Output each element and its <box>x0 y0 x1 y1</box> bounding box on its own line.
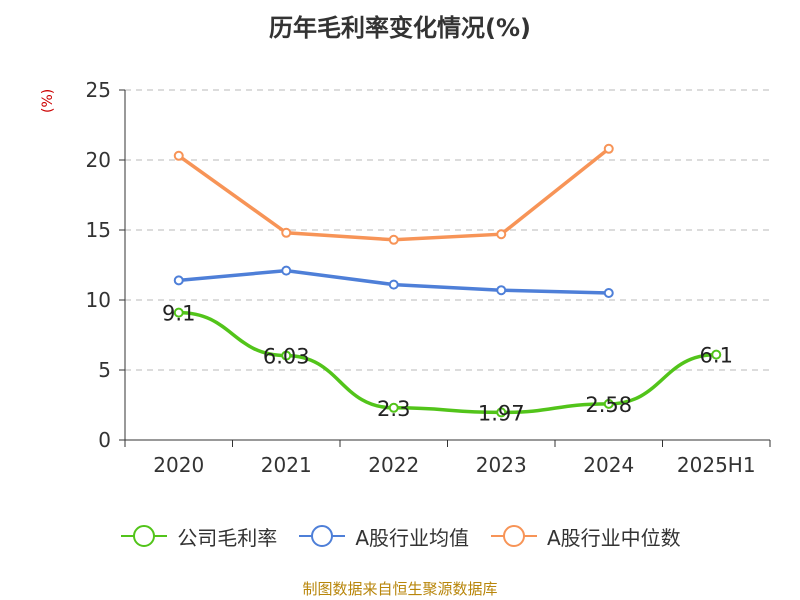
data-point <box>173 150 184 161</box>
legend-label: A股行业中位数 <box>547 525 681 550</box>
y-tick-label: 25 <box>86 78 111 102</box>
y-tick-label: 10 <box>86 288 111 312</box>
y-tick-label: 15 <box>86 218 111 242</box>
data-point <box>388 279 399 290</box>
data-point <box>496 407 507 418</box>
data-label: 6.1 <box>700 344 733 368</box>
chart-title: 历年毛利率变化情况(%) <box>269 14 531 42</box>
legend-marker <box>491 525 537 547</box>
legend-marker <box>121 525 168 547</box>
data-point <box>388 234 399 245</box>
series-lines <box>173 143 722 418</box>
series-line <box>177 147 610 242</box>
data-point <box>281 350 292 361</box>
data-point <box>281 227 292 238</box>
data-point <box>711 349 722 360</box>
y-tick-label: 20 <box>86 148 111 172</box>
legend-item[interactable]: A股行业均值 <box>297 522 469 551</box>
legend: 公司毛利率 A股行业均值 A股行业中位数 <box>0 520 800 552</box>
data-label: 9.1 <box>162 302 195 326</box>
data-point <box>603 143 614 154</box>
data-label: 6.03 <box>263 345 310 369</box>
legend-item[interactable]: 公司毛利率 <box>119 522 277 551</box>
x-tick-label: 2023 <box>476 453 527 477</box>
data-label: 1.97 <box>478 401 525 425</box>
legend-label: A股行业均值 <box>355 525 469 550</box>
data-label: 2.3 <box>377 397 410 421</box>
series-line <box>178 310 717 415</box>
data-point <box>173 307 184 318</box>
data-point <box>281 265 292 276</box>
data-point <box>496 285 507 296</box>
x-tick-label: 2024 <box>583 453 634 477</box>
data-labels: 9.1 6.03 2.3 1.97 2.58 6.1 <box>162 302 733 426</box>
source-note: 制图数据来自恒生聚源数据库 <box>302 580 498 598</box>
legend-item[interactable]: A股行业中位数 <box>489 522 681 551</box>
x-tick-label: 2020 <box>153 453 204 477</box>
legend-label: 公司毛利率 <box>177 525 278 550</box>
x-tick-label: 2022 <box>368 453 419 477</box>
data-point <box>603 288 614 298</box>
x-tick-label: 2021 <box>261 453 312 477</box>
x-tick-label: 2025H1 <box>677 453 756 477</box>
legend-marker <box>299 525 346 547</box>
data-point <box>388 402 399 413</box>
data-point <box>496 229 507 240</box>
data-point <box>173 275 184 286</box>
y-tick-label: 0 <box>98 428 111 452</box>
data-point <box>603 398 614 409</box>
y-tick-label: 5 <box>98 358 111 382</box>
grid-lines <box>125 89 770 371</box>
data-label: 2.58 <box>585 393 632 417</box>
axes: 0 5 10 15 20 25 2020 2021 2022 2023 2024 2025H1 <box>86 78 771 477</box>
